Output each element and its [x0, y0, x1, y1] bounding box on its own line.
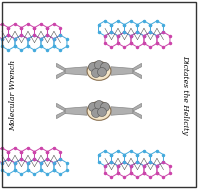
Circle shape — [94, 60, 104, 70]
Polygon shape — [133, 63, 142, 71]
Polygon shape — [56, 111, 65, 119]
Text: Dictates the Helicity: Dictates the Helicity — [181, 55, 189, 135]
Ellipse shape — [96, 103, 102, 107]
Circle shape — [97, 108, 107, 116]
Polygon shape — [111, 67, 133, 75]
Circle shape — [91, 108, 101, 118]
Ellipse shape — [91, 105, 96, 109]
Polygon shape — [65, 107, 87, 115]
Polygon shape — [133, 71, 142, 79]
Ellipse shape — [102, 105, 107, 109]
Ellipse shape — [96, 63, 102, 67]
Circle shape — [89, 63, 97, 71]
Circle shape — [101, 102, 109, 112]
Circle shape — [94, 101, 104, 109]
Circle shape — [89, 102, 97, 112]
Ellipse shape — [87, 102, 111, 120]
Polygon shape — [56, 63, 65, 71]
Circle shape — [101, 63, 109, 71]
Ellipse shape — [91, 65, 96, 69]
Ellipse shape — [99, 110, 104, 114]
Polygon shape — [133, 103, 142, 111]
Ellipse shape — [87, 62, 111, 80]
Ellipse shape — [99, 70, 104, 74]
Polygon shape — [56, 71, 65, 79]
Ellipse shape — [94, 70, 99, 75]
Ellipse shape — [102, 65, 107, 69]
Polygon shape — [65, 67, 87, 75]
Circle shape — [91, 68, 101, 77]
Polygon shape — [133, 111, 142, 119]
Circle shape — [97, 67, 107, 77]
Ellipse shape — [94, 111, 99, 115]
Text: Molecular Wrench: Molecular Wrench — [9, 59, 17, 131]
Polygon shape — [111, 107, 133, 115]
Polygon shape — [56, 103, 65, 111]
